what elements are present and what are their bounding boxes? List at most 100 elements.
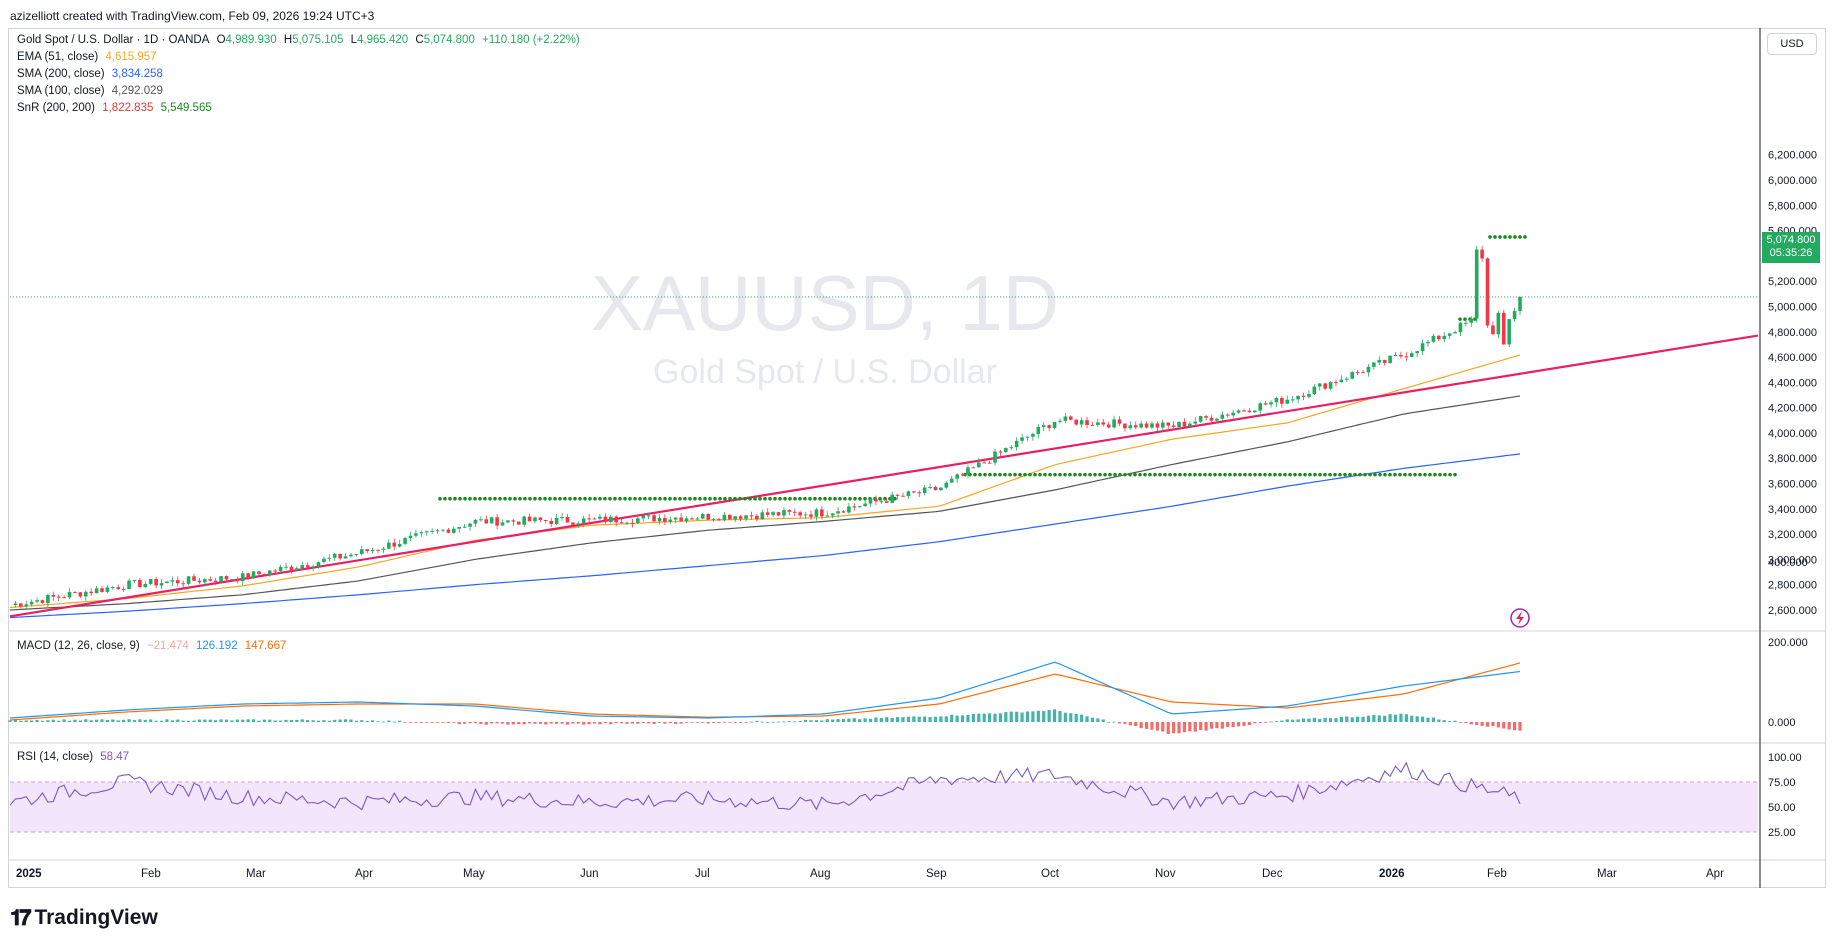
snr-support-dots bbox=[1298, 472, 1302, 477]
snr-support-dots bbox=[1438, 472, 1442, 477]
candle bbox=[700, 513, 705, 519]
macd-histogram-bar bbox=[8, 720, 12, 722]
tradingview-logo[interactable]: 𝟏𝟕 TradingView bbox=[10, 905, 158, 931]
time-axis-label: Dec bbox=[1262, 868, 1283, 880]
macd-histogram-bar bbox=[1209, 722, 1214, 729]
lightning-icon[interactable] bbox=[1510, 608, 1530, 628]
macd-histogram-bar bbox=[609, 722, 613, 725]
macd-histogram-bar bbox=[663, 722, 667, 724]
snr-legend[interactable]: SnR (200, 200) 1,822.835 5,549.565 bbox=[17, 102, 216, 114]
macd-histogram-bar bbox=[463, 722, 467, 724]
snr-support-dots bbox=[978, 472, 982, 477]
macd-histogram-bar bbox=[1231, 722, 1235, 728]
candle bbox=[121, 588, 126, 590]
macd-pane[interactable] bbox=[8, 661, 1522, 734]
macd-histogram-bar bbox=[1518, 722, 1522, 731]
candle bbox=[208, 579, 213, 581]
candle bbox=[571, 522, 575, 525]
candle bbox=[1274, 397, 1279, 403]
candle bbox=[1496, 312, 1501, 335]
macd-histogram-bar bbox=[657, 722, 662, 723]
macd-histogram-bar bbox=[143, 719, 147, 722]
macd-histogram-bar bbox=[933, 716, 938, 722]
sma200-label: SMA (200, close) bbox=[17, 68, 105, 80]
snr-support-dots bbox=[603, 496, 607, 501]
price-pane[interactable] bbox=[9, 235, 1759, 619]
candle bbox=[1458, 322, 1463, 333]
snr-support-dots bbox=[1423, 472, 1427, 477]
snr-support-dots bbox=[493, 496, 497, 501]
candle bbox=[544, 519, 548, 521]
rsi-tick-label: 25.00 bbox=[1768, 827, 1796, 839]
macd-histogram-bar bbox=[603, 722, 607, 724]
macd-histogram-bar bbox=[289, 719, 294, 722]
macd-histogram-bar bbox=[966, 714, 970, 722]
candle bbox=[295, 568, 299, 571]
snr-support-dots bbox=[513, 496, 517, 501]
snr-support-dots bbox=[1153, 472, 1157, 477]
macd-histogram-bar bbox=[506, 722, 510, 725]
snr-resistance-dots bbox=[1503, 235, 1507, 239]
currency-selector[interactable]: USD bbox=[1767, 33, 1817, 55]
candle bbox=[1388, 355, 1392, 363]
sma200-legend[interactable]: SMA (200, close) 3,834.258 bbox=[17, 68, 167, 80]
candle bbox=[1485, 258, 1490, 326]
macd-histogram-bar bbox=[376, 721, 380, 723]
time-axis-label: Oct bbox=[1041, 868, 1060, 880]
rsi-legend[interactable]: RSI (14, close) 58.47 bbox=[17, 751, 133, 763]
snr-support-dots bbox=[1173, 472, 1177, 477]
candle bbox=[641, 515, 646, 519]
macd-histogram-bar bbox=[159, 720, 164, 722]
macd-histogram-bar bbox=[419, 722, 423, 723]
rsi-line bbox=[9, 761, 1521, 811]
macd-signal-line bbox=[9, 662, 1521, 721]
candle bbox=[203, 579, 207, 583]
candle bbox=[240, 573, 245, 582]
candle bbox=[717, 519, 721, 521]
macd-histogram-bar bbox=[787, 721, 791, 722]
candle bbox=[657, 518, 662, 522]
candle bbox=[1220, 414, 1225, 419]
candle bbox=[1404, 356, 1409, 358]
candle bbox=[397, 543, 402, 547]
sma100-line bbox=[9, 395, 1521, 611]
low-label: L bbox=[350, 34, 357, 46]
candle bbox=[24, 604, 29, 607]
snr-support-dots bbox=[648, 496, 652, 501]
snr-support-dots bbox=[703, 496, 707, 501]
snr-support-dots bbox=[763, 496, 767, 501]
candle bbox=[955, 474, 959, 479]
macd-histogram-bar bbox=[89, 720, 93, 722]
close-label: C bbox=[415, 34, 424, 46]
candle bbox=[267, 570, 272, 575]
snr-support-dots bbox=[538, 496, 542, 501]
sma100-legend[interactable]: SMA (100, close) 4,292.029 bbox=[17, 85, 167, 97]
macd-histogram-bar bbox=[365, 720, 369, 722]
rsi-pane[interactable] bbox=[9, 761, 1521, 811]
macd-histogram-bar bbox=[1301, 718, 1306, 722]
snr-support-dots bbox=[593, 496, 597, 501]
snr-support-dots bbox=[1353, 472, 1357, 477]
macd-histogram-bar bbox=[1453, 720, 1457, 722]
snr-support-dots bbox=[508, 496, 512, 501]
snr-support-dots bbox=[713, 496, 717, 501]
candle bbox=[424, 531, 429, 533]
macd-histogram-bar bbox=[1096, 718, 1100, 722]
candle bbox=[711, 519, 716, 521]
price-tick-label: 5,200.000 bbox=[1768, 276, 1817, 288]
symbol-legend[interactable]: Gold Spot / U.S. Dollar · 1D · OANDA O4,… bbox=[17, 34, 584, 46]
macd-tick-label: 400.000 bbox=[1768, 557, 1808, 569]
snr-support-dots bbox=[1243, 472, 1247, 477]
snr-support-dots bbox=[1283, 472, 1287, 477]
candle bbox=[884, 501, 889, 503]
snr-support-dots bbox=[1048, 472, 1052, 477]
candle bbox=[1031, 434, 1035, 437]
candle bbox=[1512, 311, 1517, 320]
ema-legend[interactable]: EMA (51, close) 4,615.957 bbox=[17, 51, 161, 63]
candle bbox=[841, 511, 846, 513]
macd-histogram-bar bbox=[1188, 722, 1192, 732]
macd-legend[interactable]: MACD (12, 26, close, 9) −21.474 126.192 … bbox=[17, 640, 290, 652]
macd-histogram-bar bbox=[170, 720, 174, 722]
macd-histogram-bar bbox=[1025, 711, 1030, 722]
